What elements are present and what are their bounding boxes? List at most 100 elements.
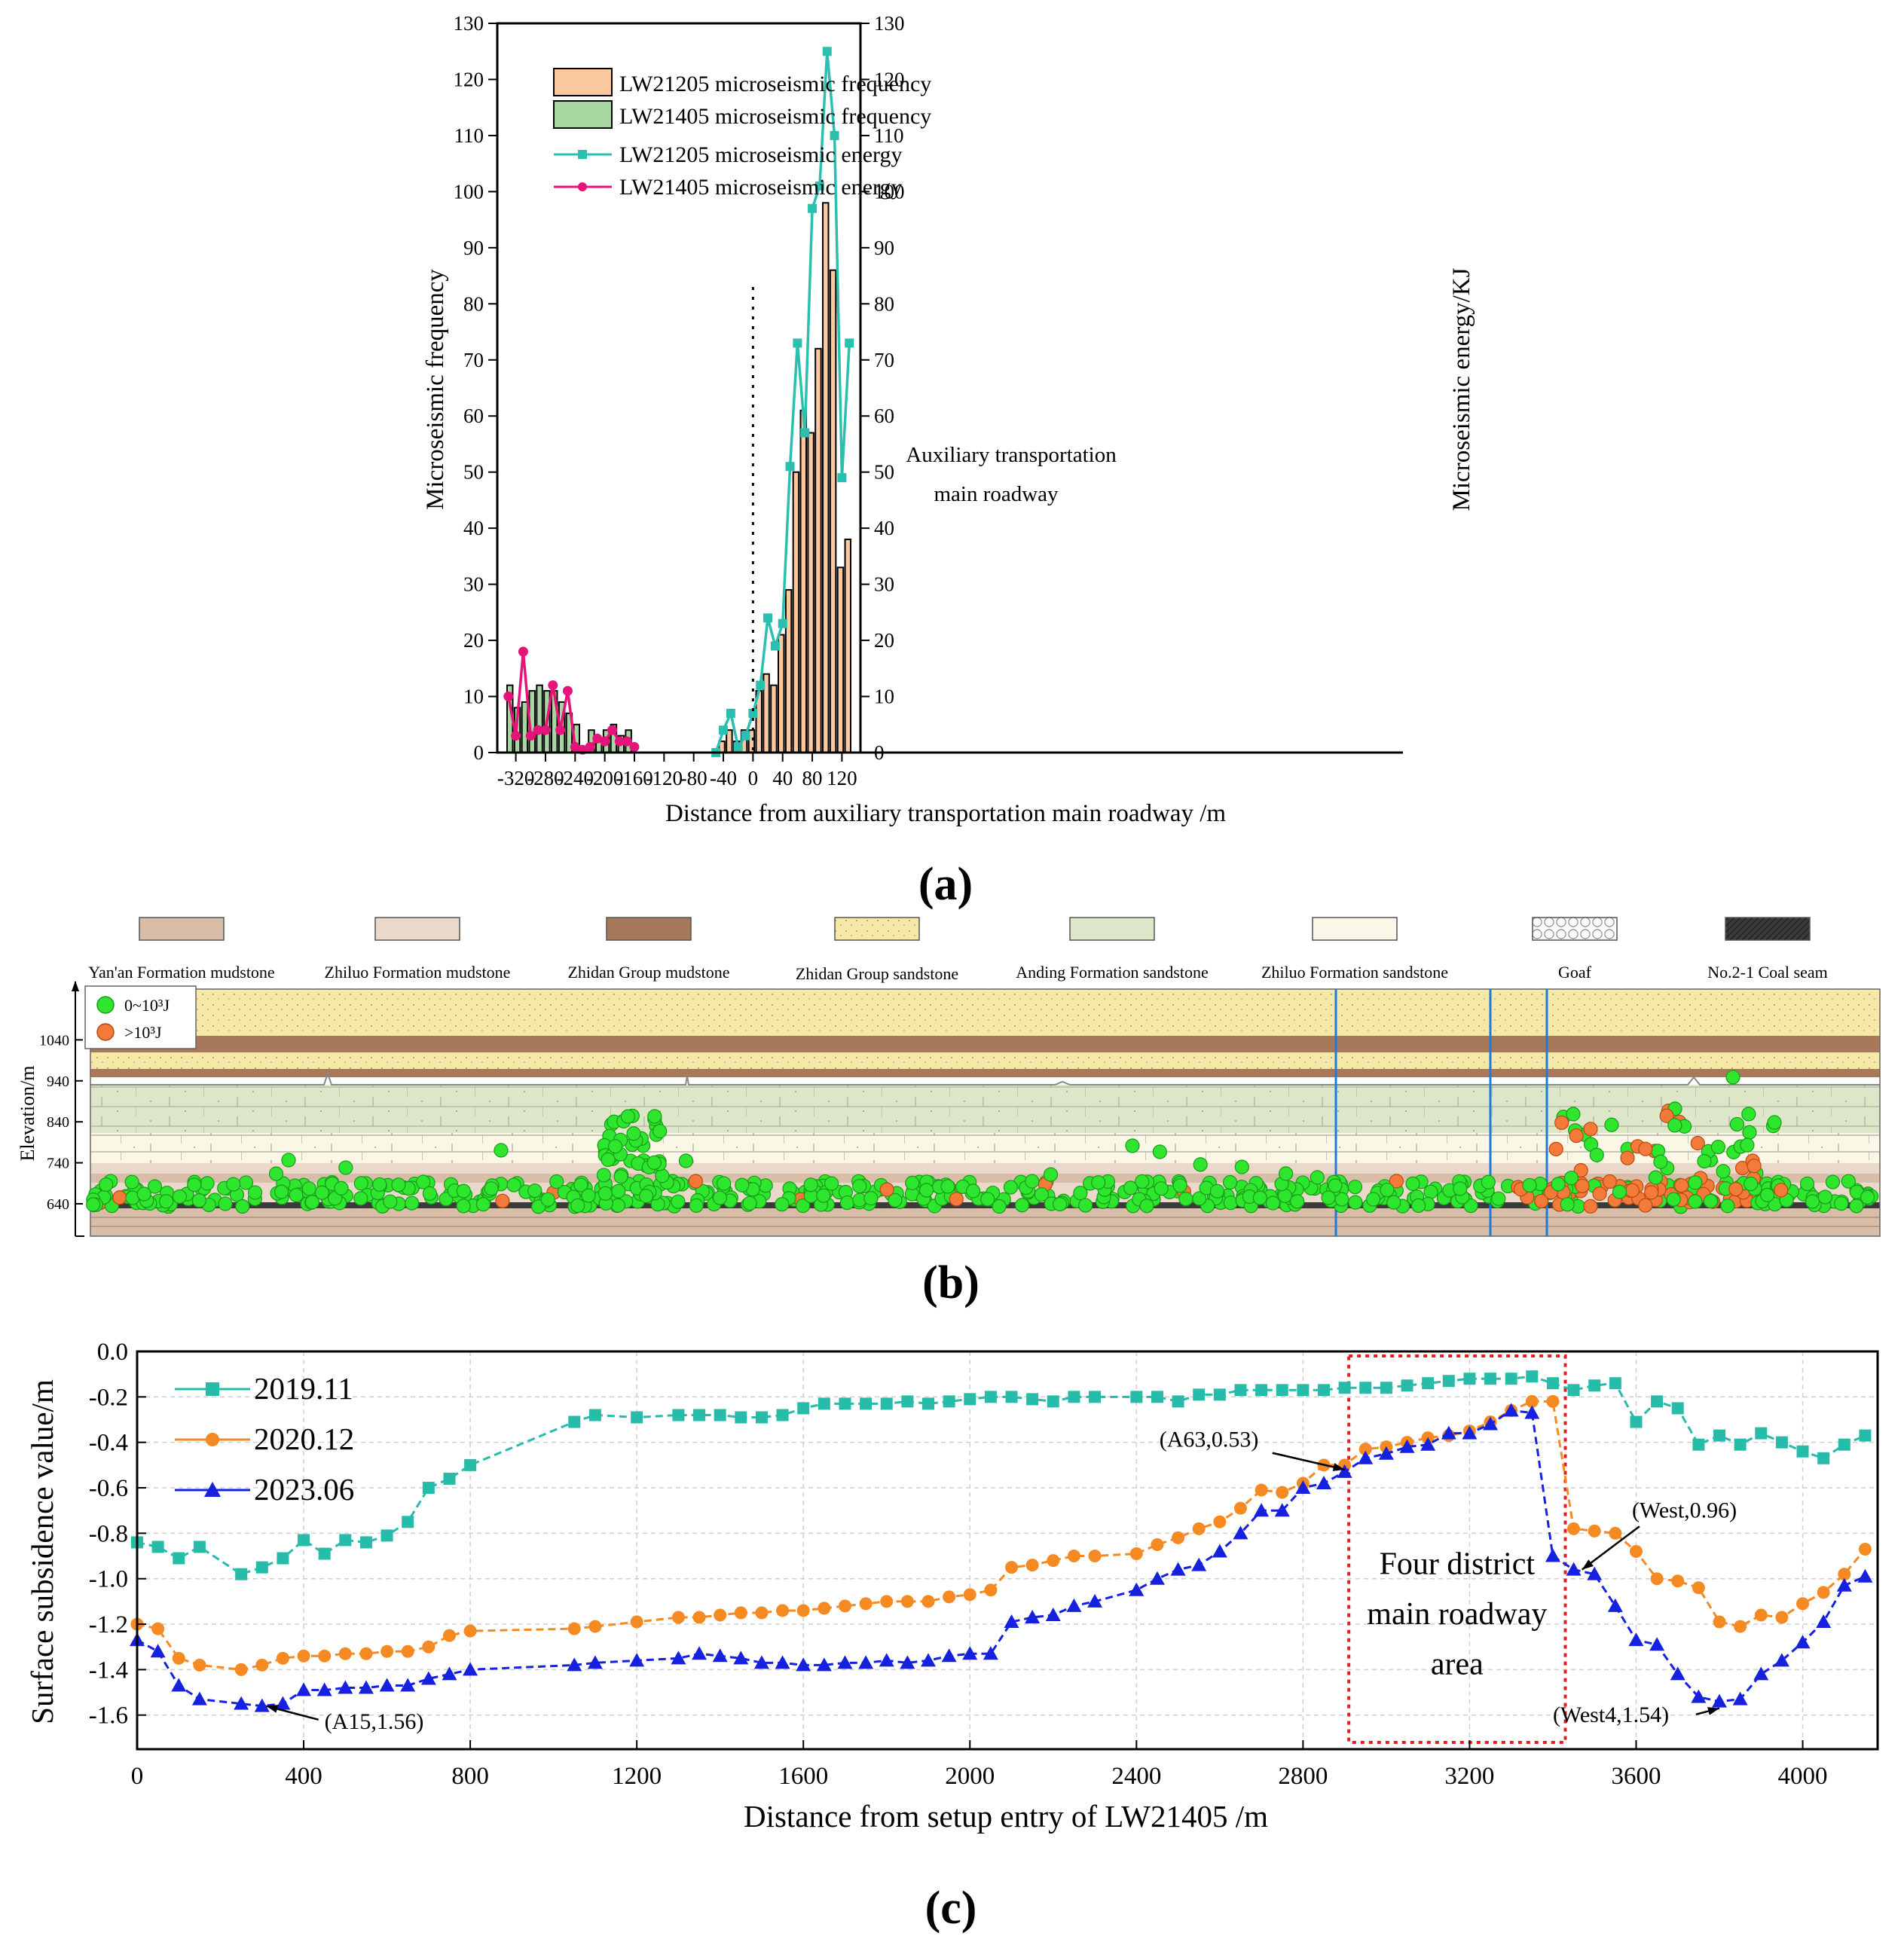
series-point-2019.11-35 [1005, 1391, 1018, 1403]
layer-zhiluo-sandstone [90, 1133, 1880, 1163]
y-right-tick-label-10: 100 [874, 180, 905, 203]
series-point-2020.12-45 [1233, 1501, 1247, 1515]
series-point-2023.06-17 [587, 1655, 603, 1669]
event-small-559 [1290, 1194, 1305, 1209]
legend-marker-lw21205-energy [578, 150, 587, 159]
microseismic-events [86, 1070, 1879, 1214]
series-point-2023.06-32 [941, 1648, 957, 1663]
series-point-2023.06-50 [1337, 1464, 1352, 1478]
series-point-2019.11-42 [1172, 1395, 1184, 1408]
legend-c: 2019.11 2020.12 2023.06 [175, 1371, 354, 1507]
event-small-595 [652, 1124, 668, 1139]
point-lw21205-energy-5 [748, 708, 758, 718]
event-small-645 [1648, 1170, 1664, 1185]
event-small-421 [1052, 1196, 1068, 1212]
series-point-2019.11-58 [1505, 1373, 1517, 1385]
series-point-2020.12-63 [1609, 1526, 1622, 1540]
roadway-annotation-line2: main roadway [934, 482, 1059, 506]
event-small-663 [717, 1176, 732, 1191]
layer-zhidan-sandstone-2 [90, 1052, 1880, 1069]
series-point-2020.12-16 [567, 1622, 581, 1635]
series-point-2019.11-55 [1442, 1375, 1455, 1388]
x-axis-label: Distance from auxiliary transportation m… [665, 800, 1226, 827]
y-right-tick-label-8: 80 [874, 292, 894, 315]
series-point-2019.11-10 [359, 1536, 372, 1549]
point-lw21405-energy-13 [600, 736, 610, 747]
c-x-tick-label-10: 4000 [1778, 1763, 1828, 1790]
event-small-666 [1589, 1147, 1604, 1162]
series-point-2020.12-70 [1754, 1608, 1768, 1622]
series-point-2020.12-1 [151, 1622, 165, 1635]
event-small-468 [992, 1199, 1007, 1214]
series-point-2023.06-25 [796, 1657, 811, 1672]
series-point-2019.11-2 [173, 1552, 185, 1565]
panel-c-chart: Four district main roadway area (A15,1.56)… [25, 1339, 1879, 1934]
c-x-tick-label-3: 1200 [612, 1763, 662, 1790]
event-small-529 [1328, 1178, 1343, 1193]
annotation-arrowhead-3 [1707, 1707, 1719, 1715]
event-large-650 [1583, 1122, 1598, 1137]
event-small-647 [1667, 1118, 1682, 1133]
event-large-633 [1638, 1141, 1653, 1156]
series-point-2019.11-5 [255, 1561, 268, 1574]
series-point-2023.06-34 [983, 1646, 998, 1660]
series-point-2020.12-69 [1734, 1620, 1747, 1633]
series-point-2020.12-37 [1047, 1554, 1060, 1568]
series-point-2023.06-52 [1378, 1446, 1394, 1460]
event-small-526 [1411, 1198, 1426, 1214]
series-point-2019.11-17 [588, 1409, 601, 1421]
event-small-447 [1481, 1174, 1496, 1189]
y-left-tick-label-4: 40 [463, 517, 484, 539]
event-small-591 [620, 1109, 635, 1124]
point-lw21205-energy-2 [726, 708, 735, 718]
series-point-2020.12-31 [921, 1595, 935, 1608]
series-point-2020.12-38 [1067, 1550, 1080, 1563]
label-zhidan-mudstone: Zhidan Group mudstone [567, 963, 729, 982]
event-small-277 [888, 1192, 903, 1208]
event-small-677 [494, 1143, 509, 1158]
legend-label-lw21205-energy: LW21205 microseismic energy [619, 142, 902, 167]
series-point-2023.06-43 [1191, 1557, 1207, 1571]
c-y-tick-label-3: -0.6 [89, 1475, 128, 1502]
event-small-347 [1491, 1191, 1506, 1206]
point-lw21405-energy-12 [592, 733, 603, 744]
series-point-2019.11-71 [1775, 1436, 1788, 1449]
event-small-414 [918, 1183, 934, 1198]
series-point-2023.06-21 [712, 1648, 728, 1663]
series-point-2019.11-29 [880, 1397, 893, 1410]
event-small-432 [824, 1176, 839, 1191]
swatch-zhidan-mudstone [606, 917, 692, 941]
series-point-2020.12-18 [630, 1615, 643, 1629]
point-lw21205-energy-9 [778, 618, 787, 628]
point-lw21405-energy-9 [570, 742, 580, 753]
label-anding-sandstone: Anding Formation sandstone [1016, 963, 1208, 982]
series-point-2023.06-74 [1836, 1577, 1852, 1592]
event-small-515 [1321, 1190, 1336, 1205]
series-point-2019.11-38 [1068, 1391, 1080, 1403]
event-large-418 [1583, 1199, 1598, 1214]
series-point-2020.12-43 [1192, 1522, 1206, 1535]
event-small-602 [647, 1109, 662, 1124]
c-x-tick-label-6: 2400 [1111, 1763, 1161, 1790]
event-small-655 [1453, 1181, 1468, 1196]
series-point-2023.06-39 [1087, 1593, 1103, 1608]
event-small-490 [689, 1198, 704, 1213]
series-point-2020.12-30 [900, 1595, 914, 1608]
event-small-667 [1043, 1167, 1059, 1182]
series-point-2019.11-70 [1755, 1427, 1768, 1440]
point-lw21405-energy-4 [533, 725, 543, 735]
legend-label-lw21405-frequency: LW21405 microseismic frequency [619, 104, 931, 129]
c-y-tick-label-0: 0.0 [97, 1339, 128, 1366]
bar-lw21205-14 [822, 202, 830, 753]
event-small-660 [1234, 1159, 1249, 1174]
series-point-2019.11-72 [1796, 1445, 1809, 1458]
event-small-653 [1653, 1154, 1668, 1169]
series-point-2023.06-37 [1045, 1607, 1061, 1621]
series-point-2023.06-63 [1607, 1598, 1623, 1612]
event-small-607 [1729, 1116, 1744, 1132]
series-point-2023.06-61 [1566, 1562, 1582, 1576]
swatch-coal-seam [1725, 917, 1811, 941]
series-point-2020.12-74 [1838, 1568, 1851, 1581]
event-large-478 [688, 1174, 703, 1189]
